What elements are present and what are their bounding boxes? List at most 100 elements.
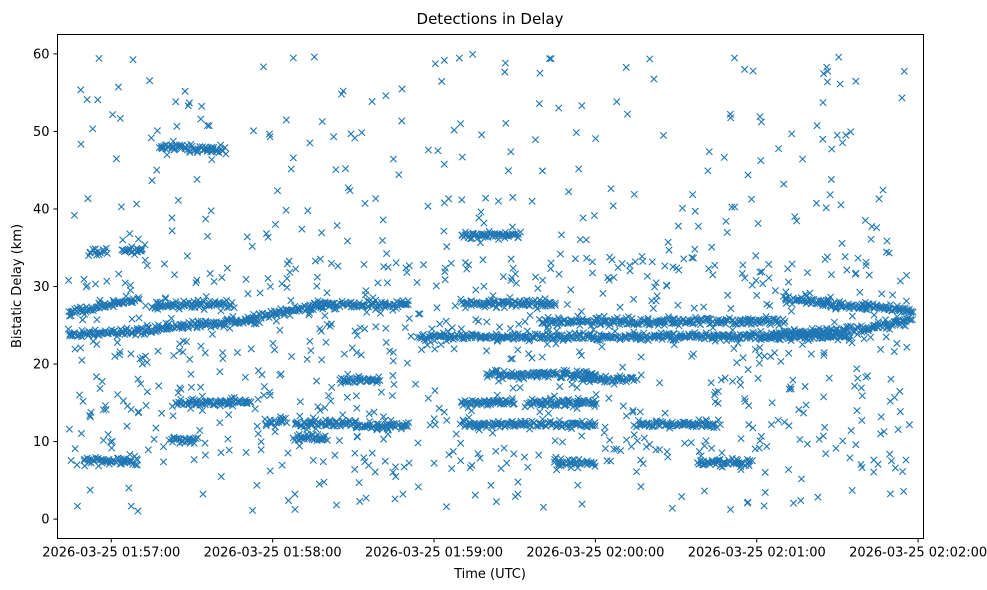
detection-point	[222, 296, 231, 304]
detection-point	[640, 434, 648, 442]
detection-point	[253, 422, 261, 430]
x-tick-label: 2026-03-25 01:57:00	[42, 546, 180, 561]
detection-point	[656, 379, 664, 387]
detection-point	[65, 425, 73, 433]
detection-point	[206, 269, 214, 278]
detection-point	[531, 136, 540, 144]
x-tick-label: 2026-03-25 01:59:00	[365, 546, 503, 561]
detection-point	[472, 230, 480, 239]
detection-point	[670, 341, 678, 349]
detection-point	[305, 309, 314, 317]
detection-point	[553, 466, 561, 474]
detection-point	[404, 297, 412, 305]
detection-point	[272, 317, 280, 325]
detection-point	[323, 436, 331, 444]
detection-point	[361, 199, 369, 208]
detection-point	[483, 318, 491, 326]
detection-point	[119, 397, 128, 405]
detection-point	[787, 385, 795, 393]
detection-point	[316, 406, 324, 414]
detection-point	[435, 404, 443, 412]
detection-point	[807, 296, 816, 304]
detection-point	[554, 321, 562, 329]
detection-point	[726, 505, 735, 514]
detection-point	[728, 377, 737, 385]
detection-point	[379, 413, 388, 421]
detection-point	[603, 378, 611, 386]
detection-point	[758, 333, 766, 342]
detection-point	[73, 461, 81, 469]
detection-point	[259, 63, 268, 71]
detection-point	[173, 122, 181, 130]
detection-point	[766, 302, 774, 310]
detection-point	[401, 324, 409, 332]
detection-point	[202, 292, 210, 301]
detection-point	[552, 453, 560, 461]
detection-point	[197, 115, 205, 123]
detection-point	[208, 330, 217, 338]
detection-point	[517, 370, 525, 379]
detection-point	[443, 243, 451, 251]
detection-point	[405, 262, 413, 270]
detection-point	[219, 355, 227, 363]
detection-point	[307, 305, 315, 313]
detection-point	[136, 355, 144, 363]
detection-point	[812, 199, 821, 207]
detection-point	[296, 412, 304, 420]
detection-point	[242, 448, 250, 457]
detection-point	[256, 289, 264, 297]
detection-point	[225, 411, 233, 419]
detection-point	[403, 359, 411, 367]
detection-point	[674, 222, 682, 230]
detection-point	[113, 338, 121, 347]
chart-title: Detections in Delay	[417, 10, 564, 28]
detection-point	[177, 385, 185, 393]
detection-point	[899, 487, 908, 496]
detection-point	[293, 432, 301, 440]
detection-point	[610, 445, 618, 453]
detection-point	[216, 402, 224, 410]
detection-point	[575, 348, 584, 356]
detection-point	[812, 327, 820, 335]
detection-point	[358, 128, 366, 137]
detection-point	[665, 246, 673, 254]
detection-point	[438, 77, 446, 85]
detection-point	[546, 394, 554, 403]
detection-point	[858, 416, 866, 424]
detection-point	[579, 421, 587, 429]
detection-point	[819, 135, 827, 143]
detection-point	[350, 299, 358, 307]
detection-point	[201, 349, 209, 357]
detection-point	[142, 352, 150, 360]
detection-point	[383, 250, 391, 258]
detection-point	[880, 428, 888, 436]
detection-point	[541, 302, 549, 310]
detection-point	[877, 413, 885, 421]
detection-point	[71, 345, 79, 353]
detection-point	[823, 253, 832, 261]
detection-point	[380, 424, 388, 432]
detection-point	[114, 454, 122, 462]
detection-point	[774, 416, 782, 424]
detection-point	[788, 260, 796, 268]
detection-point	[489, 292, 497, 300]
detection-point	[131, 461, 139, 469]
detection-point	[330, 305, 338, 313]
detection-point	[456, 420, 464, 428]
detection-point	[656, 445, 664, 454]
detection-point	[659, 131, 668, 140]
detection-point	[427, 333, 435, 341]
detection-point	[187, 383, 195, 391]
detection-point	[322, 338, 330, 346]
detection-point	[276, 371, 284, 379]
detection-point	[339, 87, 347, 95]
detection-point	[510, 450, 518, 458]
detection-point	[357, 351, 365, 359]
detection-point	[567, 463, 575, 472]
detection-point	[780, 418, 789, 426]
detection-point	[182, 338, 191, 346]
detection-point	[693, 420, 701, 428]
detection-point	[539, 276, 547, 284]
detection-point	[765, 260, 773, 268]
detection-point	[278, 461, 286, 469]
